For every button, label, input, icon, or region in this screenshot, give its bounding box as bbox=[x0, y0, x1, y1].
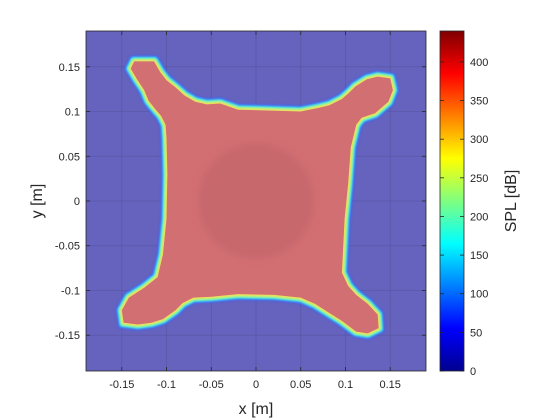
colorbar-tick-label: 50 bbox=[470, 327, 482, 339]
x-tick-label: -0.15 bbox=[109, 379, 134, 391]
y-tick-label: -0.1 bbox=[61, 285, 80, 297]
plot-area bbox=[86, 31, 426, 371]
x-tick-label: 0.1 bbox=[338, 379, 353, 391]
colorbar-tick-label: 100 bbox=[470, 289, 488, 301]
x-axis: -0.15 -0.1 -0.05 0 0.05 0.1 0.15 bbox=[109, 31, 401, 391]
y-axis-label: y [m] bbox=[29, 184, 46, 219]
x-tick-label: 0 bbox=[253, 379, 259, 391]
colorbar-tick-label: 150 bbox=[470, 250, 488, 262]
y-tick-label: -0.15 bbox=[55, 330, 80, 342]
colorbar bbox=[439, 30, 465, 372]
colorbar-tick-label: 350 bbox=[470, 96, 488, 108]
y-tick-label: 0.15 bbox=[59, 62, 80, 74]
colorbar-tick-label: 400 bbox=[470, 57, 488, 69]
colorbar-tick-label: 200 bbox=[470, 211, 488, 223]
y-tick-label: -0.05 bbox=[55, 241, 80, 253]
y-tick-label: 0.1 bbox=[65, 107, 80, 119]
colorbar-tick-label: 300 bbox=[470, 134, 488, 146]
colorbar-label: SPL [dB] bbox=[503, 170, 520, 233]
x-tick-label: -0.05 bbox=[199, 379, 224, 391]
spl-center-region bbox=[197, 142, 315, 260]
colorbar-tick-label: 0 bbox=[470, 366, 476, 378]
y-tick-label: 0.05 bbox=[59, 151, 80, 163]
x-tick-label: -0.1 bbox=[157, 379, 176, 391]
colorbar-tick-label: 250 bbox=[470, 173, 488, 185]
x-axis-label: x [m] bbox=[239, 401, 274, 418]
high-spl-region bbox=[116, 55, 399, 340]
x-tick-label: 0.05 bbox=[290, 379, 311, 391]
x-tick-label: 0.15 bbox=[379, 379, 400, 391]
y-axis: 0.15 0.1 0.05 0 -0.05 -0.1 -0.15 bbox=[55, 62, 426, 342]
y-tick-label: 0 bbox=[74, 196, 80, 208]
colorbar-ticks: 0 50 100 150 200 250 300 350 400 bbox=[440, 57, 488, 378]
